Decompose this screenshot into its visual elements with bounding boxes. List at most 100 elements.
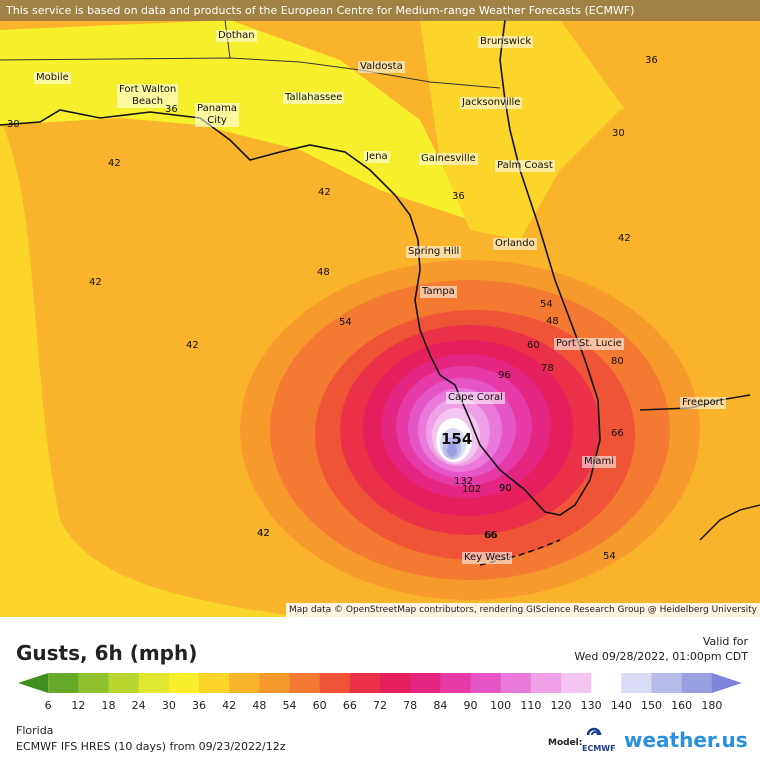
city-label[interactable]: Palm Coast [495, 160, 555, 172]
band-160 [447, 443, 457, 457]
city-label[interactable]: Valdosta [358, 61, 405, 73]
contour-label: 96 [498, 370, 511, 381]
model-run: ECMWF IFS HRES (10 days) from 09/23/2022… [16, 740, 286, 753]
scale-swatch [470, 673, 502, 693]
scale-tick-label: 24 [131, 699, 146, 712]
scale-tick-label: 60 [312, 699, 327, 712]
contour-label: 90 [499, 483, 512, 494]
scale-swatch [138, 673, 170, 693]
map-credit: Map data © OpenStreetMap contributors, r… [286, 603, 760, 617]
scale-swatch [711, 673, 742, 693]
contour-label: 42 [89, 277, 102, 288]
city-label[interactable]: Orlando [493, 238, 537, 250]
scale-tick-label: 54 [282, 699, 297, 712]
city-label[interactable]: Jacksonville [460, 97, 523, 109]
scale-tick-label: 140 [610, 699, 632, 712]
contour-label: 132 [454, 476, 474, 487]
city-label[interactable]: Port St. Lucie [554, 338, 624, 350]
valid-label: Valid for [702, 635, 748, 648]
map-title: Gusts, 6h (mph) [16, 641, 198, 665]
contour-label: 78 [541, 363, 554, 374]
city-label[interactable]: Tampa [420, 286, 457, 298]
contour-label: 66 [485, 530, 498, 541]
city-label[interactable]: Key West [462, 552, 512, 564]
scale-tick-label: 42 [222, 699, 237, 712]
city-label[interactable]: Fort Walton Beach [117, 84, 179, 108]
scale-swatch [48, 673, 79, 693]
scale-tick-label: 78 [403, 699, 418, 712]
scale-swatch [651, 673, 683, 693]
scale-swatch [440, 673, 471, 693]
scale-tick-label: 18 [101, 699, 116, 712]
city-label[interactable]: Gainesville [419, 153, 478, 165]
city-label[interactable]: Brunswick [478, 36, 534, 48]
scale-tick-label: 12 [71, 699, 86, 712]
scale-tick-label: 66 [342, 699, 357, 712]
scale-swatch [168, 673, 200, 693]
scale-swatch [591, 673, 622, 693]
city-label[interactable]: Miami [582, 456, 617, 468]
contour-label: 42 [186, 340, 199, 351]
region-name: Florida [16, 724, 54, 737]
scale-tick-label: 130 [580, 699, 602, 712]
scale-swatch [319, 673, 351, 693]
scale-swatch [561, 673, 592, 693]
scale-swatch [530, 673, 562, 693]
ecmwf-logo-text: ECMWF [582, 744, 616, 753]
city-label[interactable]: Cape Coral [446, 392, 505, 404]
contour-label: 66 [611, 428, 624, 439]
scale-swatch [410, 673, 441, 693]
contour-label: 54 [540, 299, 553, 310]
contour-label: 54 [339, 317, 352, 328]
scale-tick-label: 110 [520, 699, 542, 712]
contour-label: 60 [527, 340, 540, 351]
contour-label: 102 [462, 484, 482, 495]
band-42-west [0, 120, 300, 617]
scale-tick-label: 150 [641, 699, 662, 712]
contour-label: 36 [165, 104, 178, 115]
band-30-atlantic [560, 20, 760, 130]
contour-label: 36 [452, 191, 465, 202]
valid-time: Wed 09/28/2022, 01:00pm CDT [574, 650, 748, 663]
contour-label: 54 [603, 551, 616, 562]
scale-swatch [229, 673, 260, 693]
scale-swatch [380, 673, 411, 693]
contour-label: 30 [612, 128, 625, 139]
scale-swatch [289, 673, 321, 693]
scale-tick-label: 72 [373, 699, 387, 712]
scale-tick-label: 180 [701, 699, 723, 712]
weather-us-logo[interactable]: weather.us [624, 728, 748, 752]
scale-tick-label: 100 [490, 699, 512, 712]
max-gust-label: 154 [441, 430, 473, 448]
city-label[interactable]: Spring Hill [406, 246, 462, 258]
state-border [0, 57, 501, 89]
city-label[interactable]: Dothan [216, 30, 257, 42]
scale-tick-label: 120 [550, 699, 572, 712]
scale-swatch [108, 673, 140, 693]
contour-label: 42 [618, 233, 631, 244]
city-label[interactable]: Tallahassee [283, 92, 345, 104]
attribution-banner: This service is based on data and produc… [0, 0, 760, 21]
scale-tick-label: 84 [433, 699, 448, 712]
scale-swatch [621, 673, 652, 693]
scale-swatch [18, 673, 49, 693]
bahamas-coast-2 [699, 504, 760, 541]
contour-label: 80 [611, 356, 624, 367]
scale-tick-label: 48 [252, 699, 267, 712]
contour-label: 42 [318, 187, 331, 198]
city-label[interactable]: Mobile [34, 72, 71, 84]
contour-label: 48 [546, 316, 559, 327]
ecmwf-logo-icon [586, 727, 602, 736]
contour-label: 30 [7, 119, 20, 130]
coastline [0, 19, 601, 516]
contour-label: 42 [257, 528, 270, 539]
city-label[interactable]: Panama City [195, 103, 240, 127]
contour-label: 66 [484, 530, 497, 541]
gust-field-svg [0, 0, 760, 617]
contour-label: 36 [645, 55, 658, 66]
city-label[interactable]: Freeport [680, 397, 726, 409]
contour-label: 42 [257, 528, 270, 539]
city-label[interactable]: Jena [364, 151, 390, 163]
forecast-map[interactable] [0, 0, 760, 617]
scale-tick-label: 6 [44, 699, 52, 712]
